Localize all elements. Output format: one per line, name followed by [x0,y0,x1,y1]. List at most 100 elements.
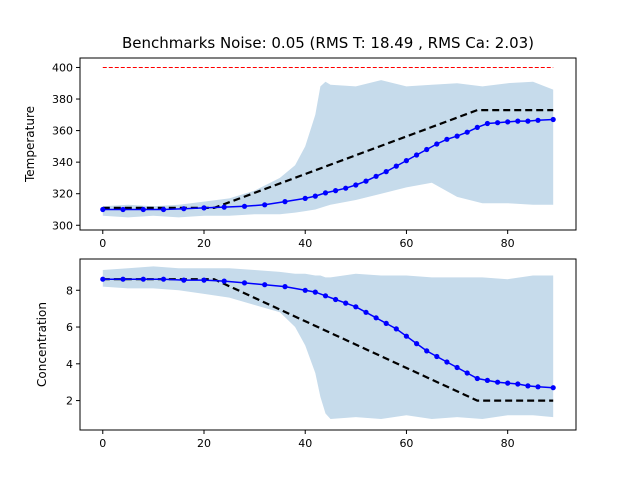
y-tick-label: 4 [66,358,73,371]
data-point [373,315,379,321]
x-tick-label: 40 [298,437,312,450]
concentration-panel: 0 20 40 60 80 2 4 6 8 Concentration [35,258,577,450]
x-tick-label: 0 [99,437,106,450]
x-tick-label: 40 [298,237,312,250]
y-tick-label: 360 [52,125,73,138]
data-point [140,206,146,213]
data-point [484,120,490,127]
data-point [100,276,106,282]
data-point [333,188,339,194]
data-point [140,276,146,282]
data-point [444,136,450,142]
data-point [424,146,430,153]
data-point [495,379,501,385]
data-point [403,158,409,164]
data-point [120,206,126,213]
x-tick-label: 80 [501,437,515,450]
data-point [495,120,501,126]
y-axis-label: Temperature [23,106,37,183]
data-point [312,193,318,199]
data-point [181,206,187,212]
data-point [160,206,167,213]
data-point [353,182,359,188]
data-point [535,117,541,123]
y-tick-label: 400 [52,61,73,74]
data-point [343,300,349,306]
uncertainty-band [102,80,554,218]
data-point [343,185,349,191]
data-point [505,119,511,125]
data-point [181,277,187,283]
x-tick-label: 20 [197,437,211,450]
data-point [262,282,268,288]
data-point [100,206,106,213]
y-axis-label: Concentration [35,302,49,387]
data-point [515,381,521,387]
data-point [535,384,541,390]
data-point [515,118,521,124]
axes-frame [79,57,577,231]
data-point [302,287,308,293]
data-point [550,385,556,391]
uncertainty-band [102,266,554,419]
data-point [414,341,420,347]
data-point [201,205,207,211]
y-tick-label: 6 [66,321,73,334]
setpoint-line [102,108,554,209]
data-point [393,326,399,332]
data-point [262,202,268,208]
data-point [454,133,460,139]
data-point [434,141,440,147]
data-point [221,278,227,284]
data-point [403,333,409,339]
temperature-panel: 0 20 40 60 80 300 320 340 360 380 400 Temperature [23,57,577,250]
data-point [444,359,450,365]
data-point [373,173,379,179]
data-point [383,169,389,175]
x-tick-label: 60 [399,437,413,450]
data-point [383,320,389,326]
data-point [454,364,460,371]
data-point [241,280,248,286]
data-point [363,309,369,315]
data-point [464,129,470,135]
data-point [474,124,480,130]
data-point [474,375,480,382]
data-point [484,377,490,383]
data-point [241,203,248,209]
y-tick-label: 380 [52,93,73,106]
data-point [312,289,318,295]
data-point [201,277,207,283]
y-tick-label: 320 [52,188,73,201]
y-tick-label: 300 [52,219,73,232]
data-point [464,370,470,376]
y-tick-label: 340 [52,156,73,169]
x-tick-label: 20 [197,237,211,250]
y-tick-label: 8 [66,284,73,297]
data-point [302,195,308,201]
data-point [160,276,167,282]
data-point [282,284,288,290]
data-point [505,380,511,386]
data-point [353,304,359,310]
data-point [393,163,399,169]
axes-frame [79,258,577,431]
data-point [333,296,339,303]
data-point [322,293,329,299]
data-point [120,276,126,282]
x-tick-label: 80 [501,237,515,250]
data-point [282,199,288,205]
data-point [221,204,227,210]
data-point [322,190,329,196]
data-point [424,348,430,354]
y-tick-label: 2 [66,395,73,408]
x-tick-label: 0 [99,237,106,250]
data-point [525,118,531,124]
data-point [414,152,420,158]
data-point [363,178,369,184]
data-point [550,116,556,123]
data-point [525,383,531,389]
data-point [434,353,440,360]
x-tick-label: 60 [399,237,413,250]
